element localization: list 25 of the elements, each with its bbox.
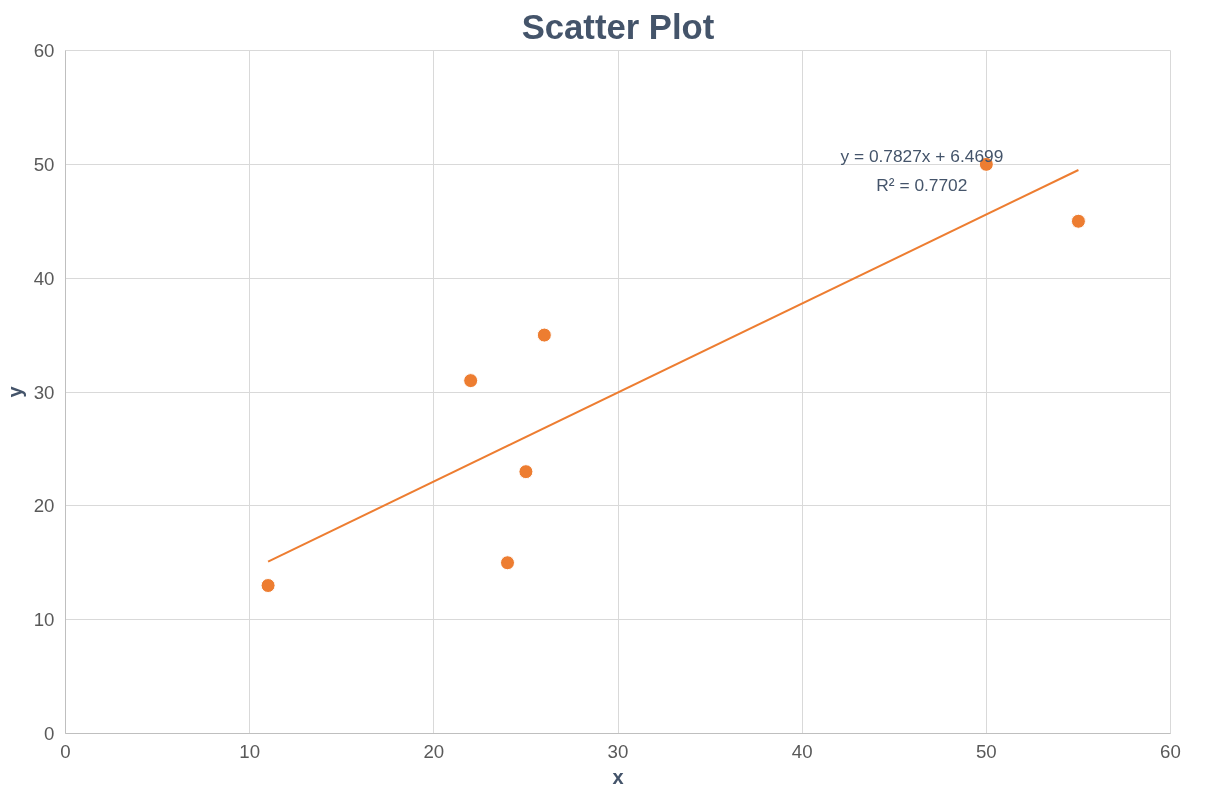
x-tick-label: 10 xyxy=(239,740,261,762)
y-tick-label: 10 xyxy=(33,609,55,631)
point xyxy=(1070,213,1086,229)
y-tick-label: 50 xyxy=(33,153,55,175)
y-tick-label: 20 xyxy=(33,495,55,517)
annotation: y = 0.7827x + 6.4699 xyxy=(840,146,1004,167)
x-tick-label: 60 xyxy=(1160,740,1181,762)
point xyxy=(536,327,552,343)
x-axis-title: x xyxy=(612,765,624,788)
annotation: R² = 0.7702 xyxy=(876,175,968,196)
chart-title: Scatter Plot xyxy=(521,7,715,46)
x-tick-label: 40 xyxy=(791,740,813,762)
y-tick-label: 60 xyxy=(33,40,55,61)
y-tick-label: 40 xyxy=(33,267,55,289)
point xyxy=(260,578,276,593)
x-tick-label: 0 xyxy=(60,740,71,762)
y-tick-label: 30 xyxy=(33,381,55,403)
x-tick-label: 50 xyxy=(975,740,997,762)
y-tick-label: 0 xyxy=(44,723,55,744)
point xyxy=(518,464,534,480)
y-axis-title: y xyxy=(3,385,26,398)
point xyxy=(500,555,515,571)
x-tick-label: 30 xyxy=(607,740,629,762)
point xyxy=(463,373,479,389)
x-tick-label: 20 xyxy=(423,740,445,762)
